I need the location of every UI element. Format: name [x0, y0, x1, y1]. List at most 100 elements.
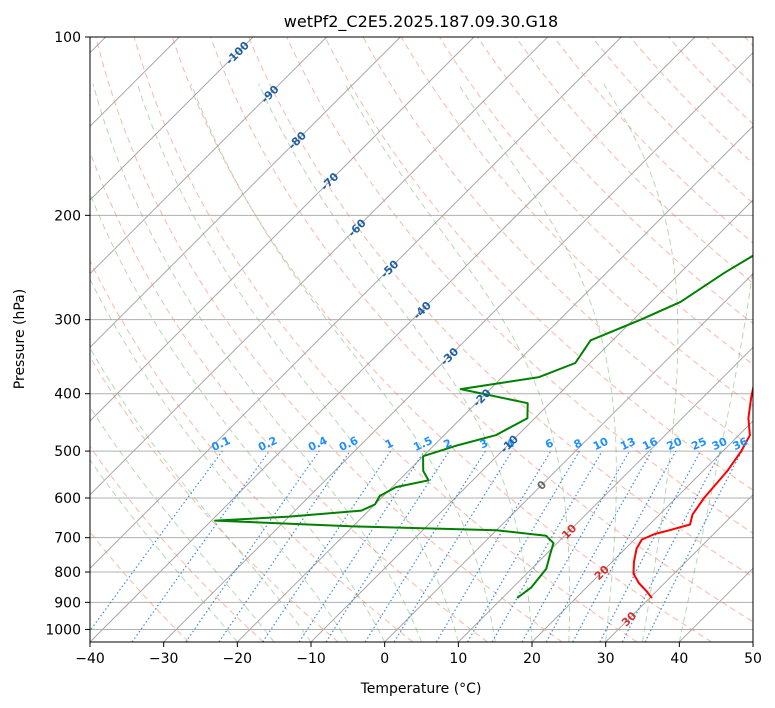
dry-adiabat-line — [591, 37, 753, 204]
y-tick-label: 100 — [54, 30, 81, 46]
y-tick-label: 700 — [54, 531, 81, 547]
moist-adiabat-line — [90, 278, 349, 642]
moist-adiabat-line — [92, 83, 422, 642]
dry-adiabat-line — [210, 37, 753, 623]
isotherm-line — [384, 272, 753, 642]
dry-adiabat-line — [90, 445, 264, 642]
x-tick-label: 0 — [380, 651, 389, 667]
isotherm-line — [236, 125, 753, 642]
dry-adiabat-line — [629, 37, 753, 165]
mixing-ratio-label: 20 — [665, 435, 685, 453]
y-tick-label: 400 — [54, 387, 81, 403]
moist-adiabat-line — [90, 459, 238, 642]
isotherm-line — [90, 37, 696, 642]
mixing-ratio-line — [364, 450, 486, 642]
moist-adiabat-line — [678, 83, 753, 642]
mixing-ratio-label: 25 — [689, 435, 708, 453]
background-lines — [90, 37, 753, 642]
mixing-ratio-label: 16 — [640, 435, 660, 453]
mixing-ratio-line — [435, 450, 552, 642]
isotherm-line — [531, 420, 753, 642]
axes: −40 −30 −20 −10 0 10 20 30 40 50 100 200 300 400 500 60… — [45, 30, 762, 667]
data-lines — [214, 254, 753, 599]
dry-adiabat-line — [171, 37, 712, 642]
x-tick-label: −20 — [223, 651, 253, 667]
x-axis-title: Temperature (°C) — [360, 681, 482, 697]
dry-adiabat-line — [400, 37, 753, 407]
x-tick-label: 50 — [744, 651, 762, 667]
mixing-ratio-line — [262, 450, 392, 642]
moist-adiabat-line — [457, 83, 617, 642]
dry-adiabat-line — [90, 531, 190, 642]
x-tick-label: 30 — [597, 651, 615, 667]
mixing-ratio-label: 30 — [710, 435, 730, 453]
mixing-ratio-line — [131, 450, 270, 642]
x-tick-label: −40 — [75, 651, 105, 667]
dry-adiabat-line — [515, 37, 753, 284]
isotherm-line — [752, 641, 753, 642]
dry-adiabat-line — [706, 37, 753, 86]
isotherm-label: -40 — [411, 299, 434, 322]
isotherm-label: -20 — [470, 386, 493, 409]
mixing-ratio-line — [393, 450, 513, 642]
isotherm-label: -100 — [223, 39, 252, 68]
dry-adiabat-line — [362, 37, 753, 449]
temperature-profile-line — [632, 383, 753, 599]
mixing-ratio-line — [466, 450, 580, 642]
line-labels: 0.1 0.2 0.4 0.6 1 1.5 2 3 4 6 8 10 13 16 20 25 30 36-100-… — [209, 39, 750, 630]
dry-adiabat-line — [248, 37, 753, 578]
x-tick-label: 20 — [523, 651, 541, 667]
moist-adiabat-line — [190, 83, 496, 642]
mixing-ratio-label: 36 — [731, 435, 751, 453]
mixing-ratio-label: 10 — [591, 435, 611, 453]
moist-adiabat-line — [90, 406, 275, 642]
isotherm-line — [605, 493, 753, 642]
mixing-ratio-line — [185, 450, 320, 642]
moist-adiabat-line — [344, 83, 571, 642]
plot-frame — [89, 36, 754, 643]
dry-adiabat-line — [90, 150, 488, 642]
moist-adiabat-line — [90, 192, 386, 642]
mixing-ratio-line — [521, 450, 631, 642]
x-tick-label: −30 — [149, 651, 179, 667]
isotherm-line — [163, 51, 753, 642]
mixing-ratio-line — [90, 450, 223, 632]
dewpoint-profile-line — [214, 254, 753, 599]
mixing-ratio-label: 13 — [618, 435, 637, 453]
mixing-ratio-label: 6 — [543, 436, 556, 451]
moist-adiabat-line — [136, 83, 459, 642]
moist-adiabat-line — [90, 347, 312, 642]
isotherm-line — [678, 567, 753, 642]
x-tick-label: −10 — [296, 651, 326, 667]
mixing-ratio-line — [599, 450, 702, 642]
moist-adiabat-line — [258, 83, 533, 642]
mixing-ratio-line — [545, 450, 653, 642]
y-tick-label: 900 — [54, 595, 81, 611]
isotherm-line — [90, 37, 401, 349]
dry-adiabat-line — [324, 37, 753, 491]
chart-title: wetPf2_C2E5.2025.187.09.30.G18 — [284, 12, 558, 32]
dry-adiabat-line — [90, 259, 414, 642]
dry-adiabat-line — [668, 37, 753, 125]
y-axis-title: Pressure (hPa) — [12, 289, 28, 389]
dry-adiabat-line — [286, 37, 753, 534]
isotherm-line — [90, 37, 254, 201]
y-tick-label: 600 — [54, 491, 81, 507]
isotherm-label: 20 — [592, 563, 612, 583]
dry-adiabat-line — [95, 37, 563, 642]
isotherm-line — [90, 37, 622, 570]
dry-adiabat-line — [133, 37, 638, 642]
x-tick-label: 40 — [670, 651, 688, 667]
mixing-ratio-line — [644, 450, 743, 642]
y-tick-label: 800 — [54, 565, 81, 581]
isotherm-label: -30 — [438, 345, 461, 368]
mixing-ratio-line — [572, 450, 677, 642]
isotherm-line — [457, 346, 753, 642]
dry-adiabat-line — [553, 37, 753, 244]
y-tick-label: 1000 — [45, 622, 81, 638]
moist-adiabat-line — [603, 83, 679, 642]
dry-adiabat-line — [90, 356, 339, 642]
y-tick-label: 500 — [54, 444, 81, 460]
y-tick-label: 200 — [54, 208, 81, 224]
